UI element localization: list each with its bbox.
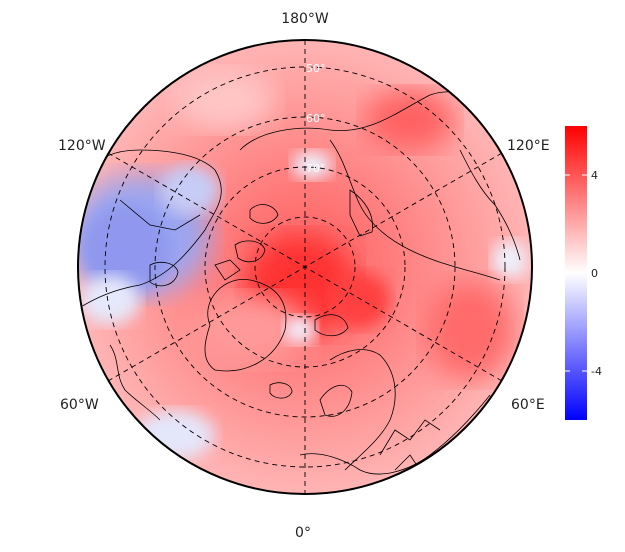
- lon-label-120w: 120°W: [58, 138, 106, 154]
- graticule: [104, 40, 506, 494]
- lon-label-120e: 120°E: [507, 138, 550, 154]
- anomaly-field: [78, 70, 528, 460]
- colorbar-gradient: [565, 126, 587, 420]
- lon-label-60w: 60°W: [60, 397, 99, 413]
- lon-label-180w: 180°W: [281, 11, 329, 27]
- map-disc: 50° 60° 70°: [78, 40, 532, 494]
- map-border: [77, 39, 533, 495]
- lon-label-0: 0°: [295, 525, 311, 541]
- lat-label-60: 60°: [306, 112, 326, 125]
- colorbar: 4 0 -4: [565, 126, 602, 420]
- colorbar-ticks: 4 0 -4: [565, 169, 602, 378]
- lat-label-70: 70°: [306, 162, 326, 175]
- colorbar-tick-label: -4: [591, 365, 602, 378]
- lat-label-50: 50°: [306, 62, 326, 75]
- colorbar-tick-label: 4: [591, 169, 598, 182]
- lon-label-60e: 60°E: [511, 397, 545, 413]
- colorbar-tick-label: 0: [591, 267, 598, 280]
